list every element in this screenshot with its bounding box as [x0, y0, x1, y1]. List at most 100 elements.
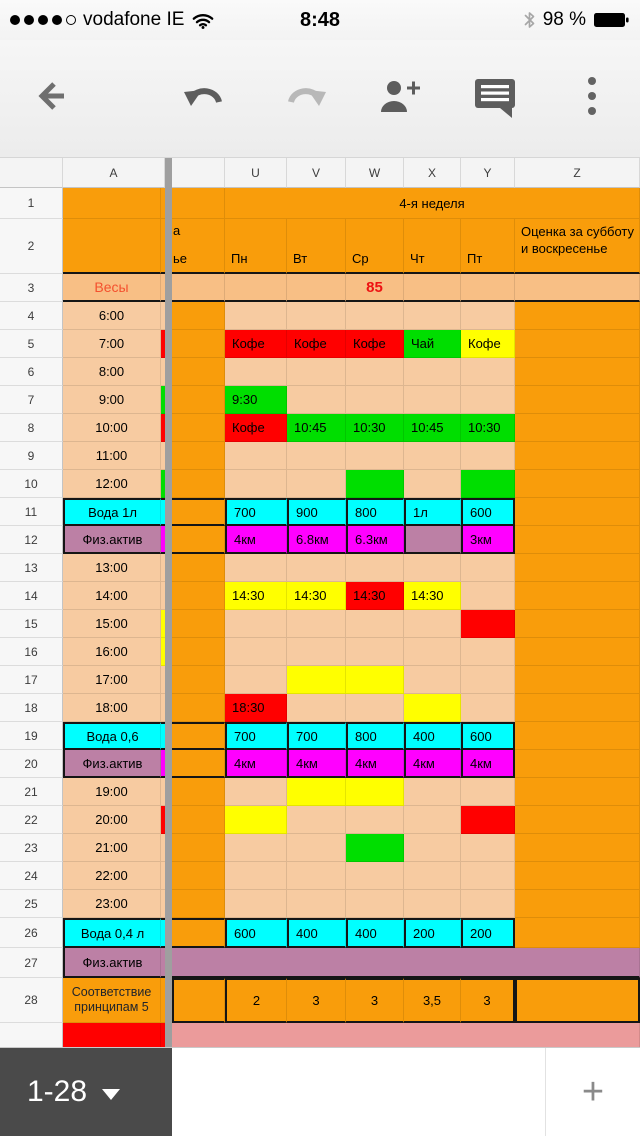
cell-A1[interactable] — [63, 188, 161, 219]
cell-X13[interactable] — [404, 554, 461, 582]
cell-Y26[interactable]: 200 — [461, 918, 515, 948]
cell-Z22[interactable] — [515, 806, 640, 834]
cell-hidden-11[interactable] — [172, 498, 225, 526]
cell-Z9[interactable] — [515, 442, 640, 470]
cell-A24[interactable]: 22:00 — [63, 862, 161, 890]
cell-U18[interactable]: 18:30 — [225, 694, 287, 722]
cell-V19[interactable]: 700 — [287, 722, 346, 750]
cell-X9[interactable] — [404, 442, 461, 470]
cell-A10[interactable]: 12:00 — [63, 470, 161, 498]
cell-V24[interactable] — [287, 862, 346, 890]
cell-Y28[interactable]: 3 — [461, 978, 515, 1023]
cell-V2[interactable]: Вт — [287, 219, 346, 274]
cell-U15[interactable] — [225, 610, 287, 638]
cell-hidden-12[interactable] — [172, 526, 225, 554]
row-header-25[interactable]: 25 — [0, 890, 63, 918]
cell-W7[interactable] — [346, 386, 404, 414]
cell-W11[interactable]: 800 — [346, 498, 404, 526]
cell-A21[interactable]: 19:00 — [63, 778, 161, 806]
cell-U13[interactable] — [225, 554, 287, 582]
row-header-24[interactable]: 24 — [0, 862, 63, 890]
cell-X16[interactable] — [404, 638, 461, 666]
cell-W15[interactable] — [346, 610, 404, 638]
cell-Y10[interactable] — [461, 470, 515, 498]
cell-sliver-10[interactable] — [161, 470, 165, 498]
cell-A5[interactable]: 7:00 — [63, 330, 161, 358]
cell-A2[interactable] — [63, 219, 161, 274]
column-header-hidden[interactable] — [172, 158, 225, 188]
cell-hidden-17[interactable] — [172, 666, 225, 694]
cell-hidden-5[interactable] — [172, 330, 225, 358]
cell-W4[interactable] — [346, 302, 404, 330]
cell-sliver-26[interactable] — [161, 918, 165, 948]
cell-hidden-26[interactable] — [172, 918, 225, 948]
cell-A19[interactable]: Вода 0,6 — [63, 722, 161, 750]
cell-merged-27[interactable] — [172, 948, 640, 978]
column-header-Y[interactable]: Y — [461, 158, 515, 188]
cell-Y19[interactable]: 600 — [461, 722, 515, 750]
cell-hidden-28[interactable] — [172, 978, 225, 1023]
cell-U16[interactable] — [225, 638, 287, 666]
cell-U17[interactable] — [225, 666, 287, 694]
row-header-28[interactable]: 28 — [0, 978, 63, 1023]
cell-U12[interactable]: 4км — [225, 526, 287, 554]
cell-W19[interactable]: 800 — [346, 722, 404, 750]
cell-U8[interactable]: Кофе — [225, 414, 287, 442]
row-header-18[interactable]: 18 — [0, 694, 63, 722]
cell-X12[interactable] — [404, 526, 461, 554]
cell-X17[interactable] — [404, 666, 461, 694]
cell-sliver-16[interactable] — [161, 638, 165, 666]
row-header-16[interactable]: 16 — [0, 638, 63, 666]
cell-V23[interactable] — [287, 834, 346, 862]
cell-X28[interactable]: 3,5 — [404, 978, 461, 1023]
cell-hidden-24[interactable] — [172, 862, 225, 890]
cell-V12[interactable]: 6.8км — [287, 526, 346, 554]
row-header-19[interactable]: 19 — [0, 722, 63, 750]
sheet-tab-selector[interactable]: 1-28 — [0, 1048, 172, 1136]
cell-A20[interactable]: Физ.актив — [63, 750, 161, 778]
cell-Z6[interactable] — [515, 358, 640, 386]
cell-W28[interactable]: 3 — [346, 978, 404, 1023]
cell-sliver-27[interactable] — [161, 948, 165, 978]
cell-Z16[interactable] — [515, 638, 640, 666]
cell-A14[interactable]: 14:00 — [63, 582, 161, 610]
cell-V20[interactable]: 4км — [287, 750, 346, 778]
cell-V26[interactable]: 400 — [287, 918, 346, 948]
cell-Z28[interactable] — [515, 978, 640, 1023]
cell-V3[interactable] — [287, 274, 346, 302]
cell-hidden-6[interactable] — [172, 358, 225, 386]
cell-Y13[interactable] — [461, 554, 515, 582]
cell-Y4[interactable] — [461, 302, 515, 330]
cell-X22[interactable] — [404, 806, 461, 834]
cell-V10[interactable] — [287, 470, 346, 498]
cell-Y2[interactable]: Пт — [461, 219, 515, 274]
cell-W10[interactable] — [346, 470, 404, 498]
cell-U10[interactable] — [225, 470, 287, 498]
cell-sliver-25[interactable] — [161, 890, 165, 918]
cell-Z13[interactable] — [515, 554, 640, 582]
cell-Y9[interactable] — [461, 442, 515, 470]
cell-A8[interactable]: 10:00 — [63, 414, 161, 442]
cell-A6[interactable]: 8:00 — [63, 358, 161, 386]
cell-V21[interactable] — [287, 778, 346, 806]
cell-U26[interactable]: 600 — [225, 918, 287, 948]
cell-W25[interactable] — [346, 890, 404, 918]
cell-X21[interactable] — [404, 778, 461, 806]
cell-W6[interactable] — [346, 358, 404, 386]
cell-U11[interactable]: 700 — [225, 498, 287, 526]
cell-hidden-10[interactable] — [172, 470, 225, 498]
cell-hidden-15[interactable] — [172, 610, 225, 638]
cell-V22[interactable] — [287, 806, 346, 834]
cell-X26[interactable]: 200 — [404, 918, 461, 948]
cell-Z11[interactable] — [515, 498, 640, 526]
cell-sliver-4[interactable] — [161, 302, 165, 330]
row-header-23[interactable]: 23 — [0, 834, 63, 862]
cell-U21[interactable] — [225, 778, 287, 806]
cell-sliver-23[interactable] — [161, 834, 165, 862]
cell-Y5[interactable]: Кофе — [461, 330, 515, 358]
cell-U19[interactable]: 700 — [225, 722, 287, 750]
add-sheet-button[interactable]: + — [545, 1048, 640, 1136]
cell-A26[interactable]: Вода 0,4 л — [63, 918, 161, 948]
cell-W14[interactable]: 14:30 — [346, 582, 404, 610]
cell-U28[interactable]: 2 — [225, 978, 287, 1023]
